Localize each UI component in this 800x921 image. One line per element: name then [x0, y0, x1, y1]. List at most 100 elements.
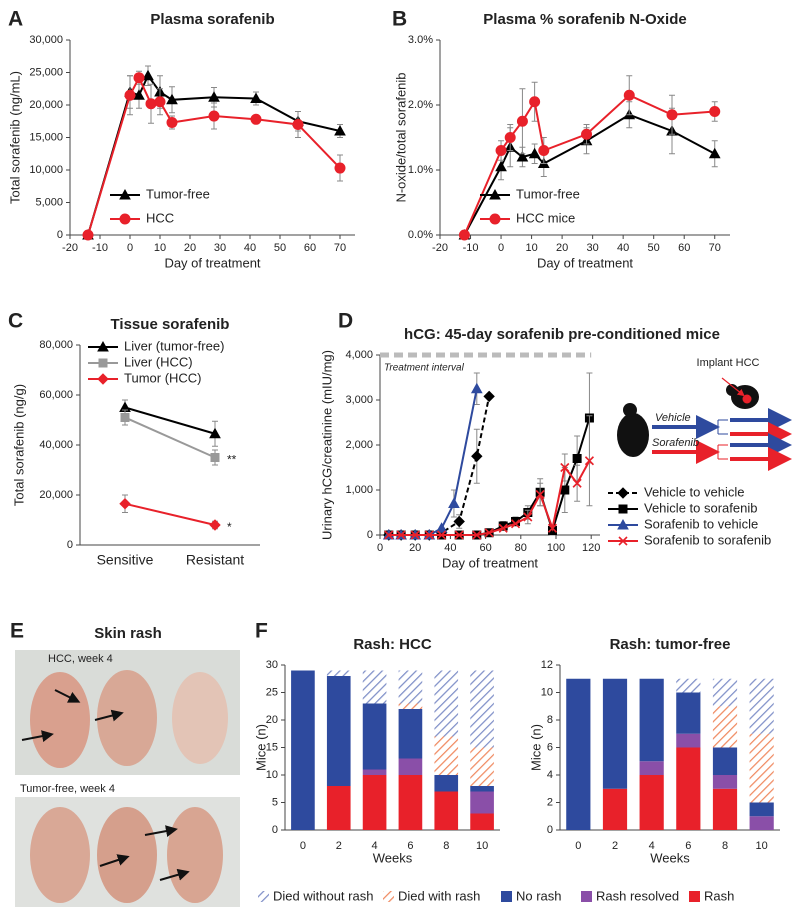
annotation: **	[227, 453, 237, 467]
x-tick-label: 40	[617, 242, 629, 254]
marker	[424, 530, 434, 540]
marker	[618, 536, 628, 546]
series-line	[463, 94, 715, 236]
y-tick-label: 5	[272, 796, 278, 808]
photo-caption: HCC, week 4	[48, 653, 113, 665]
diagram-label: Sorafenib	[652, 437, 699, 449]
y-tick-label: 80,000	[39, 339, 73, 351]
marker	[410, 530, 420, 540]
bar-segment	[470, 786, 494, 792]
x-tick-label: -10	[463, 242, 479, 254]
y-tick-label: 20,000	[29, 99, 63, 111]
treatment-diagram: Implant HCC Vehicle Sorafenib	[617, 357, 792, 471]
marker	[334, 162, 346, 174]
y-tick-label: 15,000	[29, 131, 63, 143]
marker	[250, 113, 262, 125]
y-tick-label: 0	[57, 229, 63, 241]
diagram-label: Implant HCC	[697, 357, 760, 369]
marker	[119, 188, 131, 200]
marker	[209, 519, 221, 531]
diagram-label: Vehicle	[655, 412, 691, 424]
arrow	[21, 730, 54, 743]
legend-swatch	[258, 891, 269, 902]
legend-label: Died without rash	[273, 888, 373, 903]
marker	[572, 454, 582, 463]
x-tick-label: 60	[304, 242, 316, 254]
panel-letter: A	[8, 8, 23, 31]
bar-segment	[326, 670, 351, 676]
series-line	[87, 75, 341, 236]
marker	[538, 145, 550, 156]
legend-label: Rash	[704, 888, 734, 903]
legend-label: Died with rash	[398, 888, 480, 903]
legend-label: Sorafenib to sorafenib	[644, 532, 771, 547]
skin-rash-panel: E Skin rash HCC, week 4 Tumor-free, week…	[10, 620, 240, 907]
x-tick-label: -10	[92, 242, 108, 254]
marker	[437, 530, 447, 540]
mouse-photo	[30, 672, 90, 768]
tumor-icon	[742, 394, 752, 404]
bar-segment	[676, 733, 701, 748]
implant-arrow	[721, 377, 745, 397]
x-tick-label: 60	[479, 542, 491, 554]
y-tick-label: 8	[547, 714, 553, 726]
y-axis-label: Mice (n)	[253, 724, 268, 771]
marker	[166, 93, 178, 105]
x-axis-label: Day of treatment	[442, 555, 538, 570]
marker	[535, 489, 545, 500]
y-tick-label: 4	[547, 769, 553, 781]
x-tick-label: 0	[127, 242, 133, 254]
branch	[712, 419, 728, 435]
marker	[472, 530, 482, 540]
legend-label: Liver (tumor-free)	[124, 338, 224, 353]
y-tick-label: 3,000	[345, 394, 373, 406]
bar-segment	[362, 703, 387, 770]
mouse-icon	[726, 384, 738, 396]
mouse-photo	[30, 807, 90, 903]
marker	[97, 373, 109, 385]
y-tick-label: 12	[541, 659, 553, 671]
x-tick-label: 80	[515, 542, 527, 554]
y-tick-label: 30,000	[29, 34, 63, 46]
chart-title: Rash: tumor-free	[610, 636, 731, 653]
chart-title: Plasma sorafenib	[150, 11, 274, 28]
marker	[154, 96, 166, 108]
legend-label: Rash resolved	[596, 888, 679, 903]
arrow	[99, 854, 130, 867]
marker	[292, 119, 304, 130]
marker	[584, 456, 595, 466]
bar-segment	[712, 747, 738, 775]
bar-segment	[326, 786, 351, 830]
bar-segment	[398, 703, 423, 709]
bar-segment	[639, 775, 664, 830]
bar-segment	[749, 733, 774, 803]
interval-label: Treatment interval	[384, 363, 465, 374]
x-tick-label: 70	[709, 242, 721, 254]
bar-segment	[712, 678, 738, 707]
arrow	[54, 689, 81, 703]
annotation: *	[227, 520, 232, 534]
bar-segment	[749, 802, 774, 817]
marker	[209, 427, 221, 439]
y-tick-label: 2,000	[345, 439, 373, 451]
x-tick-label: Resistant	[186, 552, 244, 568]
x-tick-label: 6	[407, 840, 413, 852]
y-tick-label: 3.0%	[408, 34, 433, 46]
bar-segment	[566, 678, 591, 830]
marker	[617, 518, 629, 530]
y-tick-label: 1.0%	[408, 164, 433, 176]
mouse-photo	[172, 672, 228, 764]
y-tick-label: 1,000	[345, 484, 373, 496]
series-line	[124, 406, 216, 435]
panel-letter: F	[255, 620, 268, 643]
mouse-photo	[97, 670, 157, 766]
marker	[617, 487, 629, 499]
bar-segment	[326, 676, 351, 786]
marker	[250, 92, 262, 103]
x-axis-label: Day of treatment	[164, 255, 260, 270]
marker	[560, 485, 570, 495]
marker	[484, 528, 494, 538]
series-line	[124, 502, 216, 526]
y-tick-label: 10	[266, 769, 278, 781]
